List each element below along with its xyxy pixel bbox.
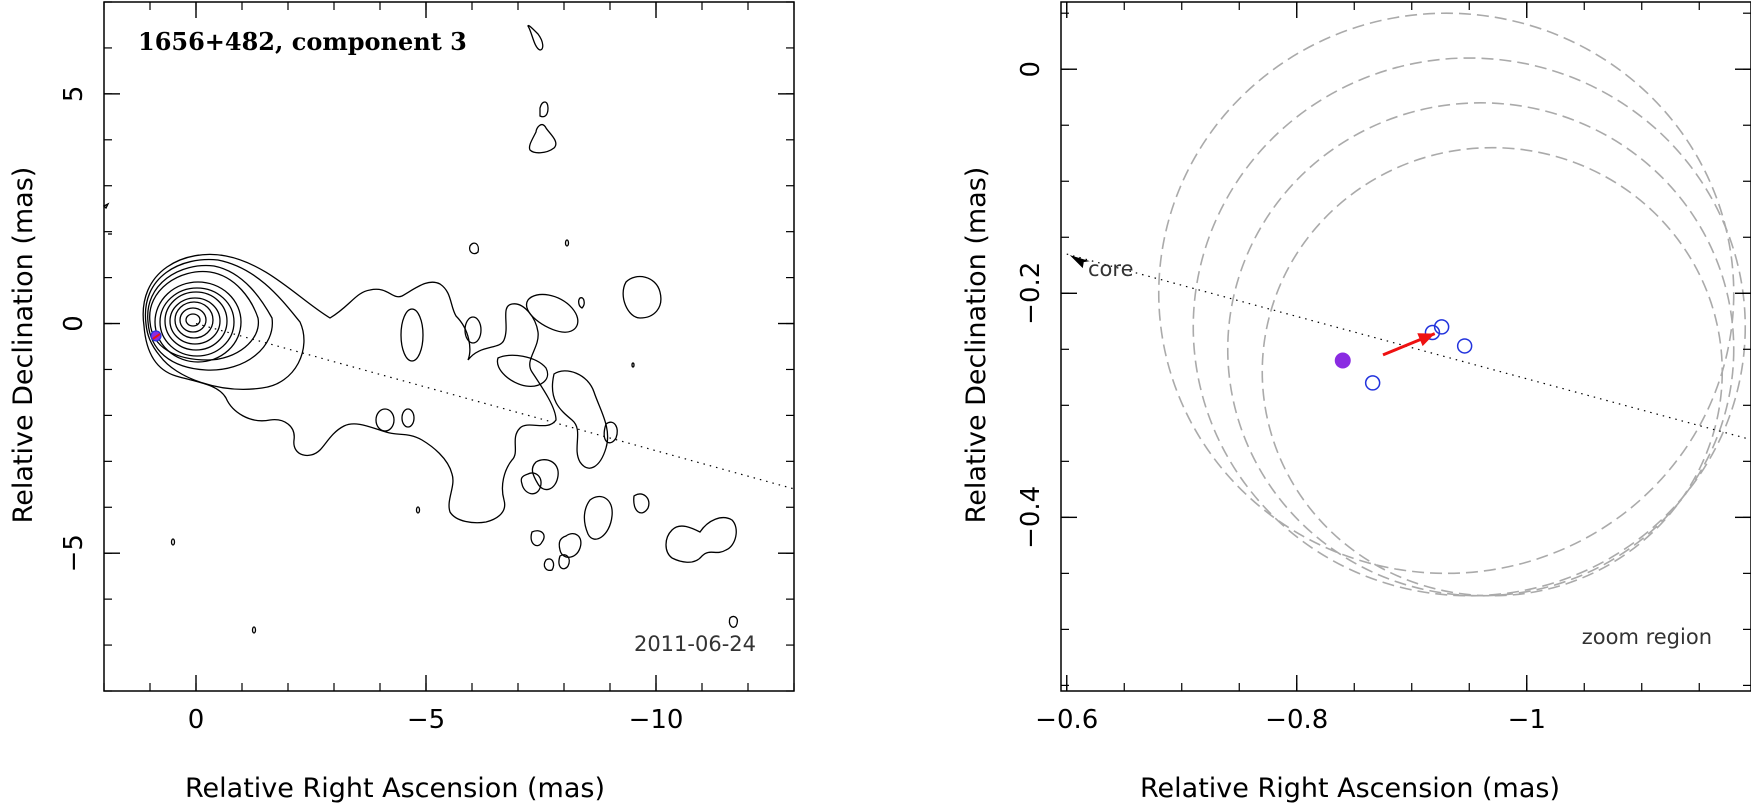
open-position-marker	[1456, 338, 1473, 354]
left-frame	[103, 1, 795, 692]
left-jet-axis-line	[195, 322, 795, 490]
right-x-tick-label: −0.6	[1035, 705, 1098, 735]
core-direction-arrowhead	[1069, 255, 1090, 269]
motion-vector-arrowhead	[1417, 333, 1435, 347]
left-y-axis-label: Relative Declination (mas)	[8, 167, 39, 524]
error-circle	[1192, 57, 1747, 597]
left-x-tick-label: −10	[629, 705, 684, 735]
left-title: 1656+482, component 3	[138, 27, 467, 56]
left-date-label: 2011-06-24	[634, 632, 756, 656]
left-ticks	[103, 1, 795, 692]
left-x-tick-label: −5	[407, 705, 445, 735]
left-x-axis-label: Relative Right Ascension (mas)	[185, 773, 605, 804]
core-label: core	[1088, 257, 1134, 281]
left-y-tick-label: −5	[59, 534, 89, 572]
filled-position-marker	[1334, 352, 1351, 369]
zoom-region-label: zoom region	[1582, 625, 1712, 649]
open-position-marker	[1364, 375, 1381, 391]
error-circle	[1261, 146, 1724, 597]
right-frame	[1060, 1, 1751, 692]
left-y-tick-label: 0	[59, 315, 89, 332]
error-circle	[1226, 102, 1735, 597]
right-ticks	[1061, 2, 1751, 691]
left-overlays	[150, 322, 795, 490]
right-y-axis-label: Relative Declination (mas)	[961, 167, 992, 524]
right-y-tick-label: 0	[1016, 61, 1046, 78]
right-x-tick-label: −1	[1508, 705, 1546, 735]
open-position-marker	[1433, 319, 1450, 335]
error-circles	[1157, 12, 1747, 597]
right-panel	[1060, 1, 1751, 692]
left-component-vector	[152, 333, 161, 340]
right-overlays	[1066, 253, 1751, 441]
right-y-tick-label: −0.2	[1016, 262, 1046, 325]
right-x-axis-label: Relative Right Ascension (mas)	[1140, 773, 1560, 804]
right-jet-axis-line	[1066, 253, 1751, 441]
left-plot-frame	[103, 1, 795, 692]
right-y-tick-label: −0.4	[1016, 486, 1046, 549]
error-circle	[1157, 12, 1735, 575]
right-plot-frame	[1060, 1, 1751, 692]
right-x-tick-label: −0.8	[1265, 705, 1328, 735]
open-position-marker	[1424, 324, 1441, 341]
contour-map	[102, 24, 738, 634]
left-panel	[102, 1, 795, 692]
left-y-tick-label: 5	[59, 86, 89, 103]
left-x-tick-label: 0	[188, 705, 205, 735]
